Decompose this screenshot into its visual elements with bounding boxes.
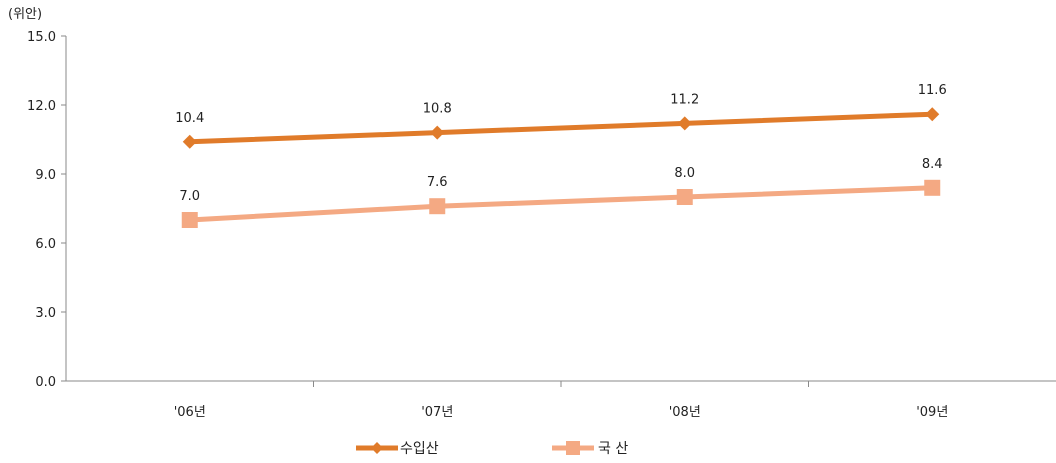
- data-label: 10.8: [423, 102, 452, 117]
- y-tick-label: 3.0: [35, 306, 56, 321]
- y-tick-label: 12.0: [27, 99, 56, 114]
- axes: [61, 35, 1056, 387]
- data-point-marker: [924, 179, 941, 196]
- series-line-1: [189, 185, 933, 223]
- legend-marker: [371, 442, 383, 454]
- series-group: 10.4 10.8 11.2 11.6 7.0 7.6 8.0 8.4: [175, 83, 947, 228]
- data-label: 11.2: [670, 92, 699, 107]
- data-label: 8.4: [922, 157, 943, 172]
- data-label: 10.4: [175, 111, 204, 126]
- y-tick-label: 0.0: [35, 375, 56, 390]
- y-tick-labels: 0.0 3.0 6.0 9.0 12.0 15.0: [27, 30, 56, 390]
- y-tick-label: 9.0: [35, 168, 56, 183]
- data-point-marker: [429, 198, 446, 215]
- legend-label: 국 산: [598, 441, 628, 457]
- x-tick-label: '06년: [174, 405, 206, 420]
- data-point-marker: [430, 125, 445, 140]
- y-unit-label: (위안): [8, 7, 42, 22]
- legend-marker: [566, 441, 580, 455]
- data-point-marker: [182, 134, 197, 149]
- data-point-marker: [676, 189, 693, 205]
- series-line-0: [189, 111, 933, 145]
- x-tick-labels: '06년 '07년 '08년 '09년: [174, 405, 949, 420]
- data-point-marker: [181, 212, 198, 228]
- data-label: 8.0: [674, 166, 695, 181]
- x-tick-label: '07년: [421, 405, 453, 420]
- x-tick-label: '09년: [916, 405, 948, 420]
- data-label: 11.6: [918, 83, 947, 98]
- legend-label: 수입산: [400, 441, 439, 457]
- y-tick-label: 6.0: [35, 237, 56, 252]
- data-label: 7.0: [179, 189, 200, 204]
- y-tick-label: 15.0: [27, 30, 56, 45]
- data-point-marker: [925, 107, 940, 122]
- legend: 수입산 국 산: [356, 441, 628, 457]
- data-label: 7.6: [427, 175, 448, 190]
- x-tick-label: '08년: [669, 405, 701, 420]
- data-point-marker: [677, 116, 692, 131]
